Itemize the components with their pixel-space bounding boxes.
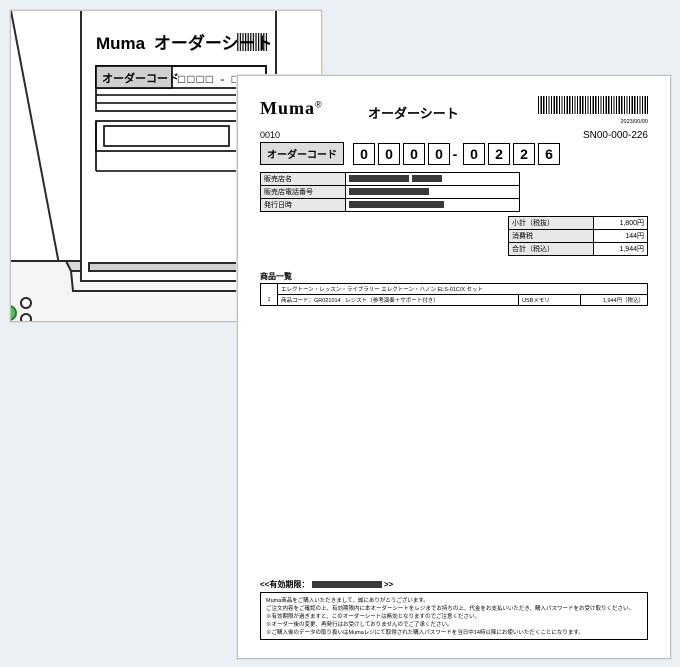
footer: <<有効期限： >> Muma商品をご購入いただきまして、誠にありがとうございま… xyxy=(260,579,648,640)
oc-digit: 0 xyxy=(403,143,425,165)
note-line: ご注文内容をご確認の上、有効期限内に本オーダーシートをレジまでお持ちの上、代金を… xyxy=(266,604,642,612)
items-table: エレクトーン・レッスン・ライブラリー エレクトーン・ハノン ELS-01C/X … xyxy=(260,283,648,306)
order-code-label: オーダーコード xyxy=(260,142,344,165)
order-code-row: オーダーコード 0 0 0 0 - 0 2 2 6 xyxy=(260,142,648,165)
seller-label: 販売店電話番号 xyxy=(261,186,346,199)
oc-digit: 2 xyxy=(513,143,535,165)
validity-suffix: >> xyxy=(384,580,393,589)
note-line: Muma商品をご購入いただきまして、誠にありがとうございます。 xyxy=(266,596,642,604)
price-label: 小計（税抜） xyxy=(509,217,594,230)
oc-digit: 2 xyxy=(488,143,510,165)
oc-digit: 0 xyxy=(463,143,485,165)
doc-left-id: 0010 xyxy=(260,130,280,140)
item-desc: レジスト（参考演奏＋サポート付き） xyxy=(345,298,439,304)
items-heading: 商品一覧 xyxy=(260,271,292,282)
oc-dash: - xyxy=(450,144,460,164)
note-line: ※ご購入後のデータの取り扱いはMumaレジにて取得された購入パスワードを当日中1… xyxy=(266,628,642,636)
doc-heading: オーダーシート xyxy=(368,103,459,122)
oc-digit: 0 xyxy=(353,143,375,165)
illus-brand: Muma xyxy=(96,34,146,53)
oc-digit: 0 xyxy=(378,143,400,165)
note-line: ※オーダー後の変更、再発行はお受けしておりませんのでご了承ください。 xyxy=(266,620,642,628)
doc-barcode: 2023/00/00 xyxy=(538,96,648,125)
price-label: 合計（税込） xyxy=(509,243,594,256)
item-price: 1,944円（税込） xyxy=(581,295,648,306)
order-sheet-document: Muma® オーダーシート 2023/00/00 0010 SN00-000-2… xyxy=(237,75,671,659)
oc-digit: 0 xyxy=(428,143,450,165)
doc-brand: Muma® xyxy=(260,98,322,119)
doc-right-id: SN00-000-226 xyxy=(583,130,648,141)
price-value: 1,944円 xyxy=(593,243,647,256)
seller-label: 発行日時 xyxy=(261,199,346,212)
item-title: エレクトーン・レッスン・ライブラリー エレクトーン・ハノン ELS-01C/X … xyxy=(278,284,648,295)
price-table: 小計（税抜） 1,800円 消費税 144円 合計（税込） 1,944円 xyxy=(508,216,648,256)
illus-order-code-label: オーダーコード xyxy=(102,71,179,85)
notes-box: Muma商品をご購入いただきまして、誠にありがとうございます。 ご注文内容をご確… xyxy=(260,592,648,640)
item-code: GR021014 xyxy=(314,298,341,304)
item-media: USBメモリ xyxy=(519,295,581,306)
price-value: 1,800円 xyxy=(593,217,647,230)
doc-barcode-sub: 2023/00/00 xyxy=(538,119,648,125)
validity-label: <<有効期限： xyxy=(260,580,309,589)
seller-label: 販売店名 xyxy=(261,173,346,186)
note-line: ※有効期限が過ぎますと、このオーダーシートは無効となりますのでご注意ください。 xyxy=(266,612,642,620)
oc-digit: 6 xyxy=(538,143,560,165)
item-num: 1 xyxy=(261,295,278,306)
price-label: 消費税 xyxy=(509,230,594,243)
item-code-label: 商品コード： xyxy=(281,298,314,304)
seller-table: 販売店名 販売店電話番号 発行日時 xyxy=(260,172,520,212)
price-value: 144円 xyxy=(593,230,647,243)
